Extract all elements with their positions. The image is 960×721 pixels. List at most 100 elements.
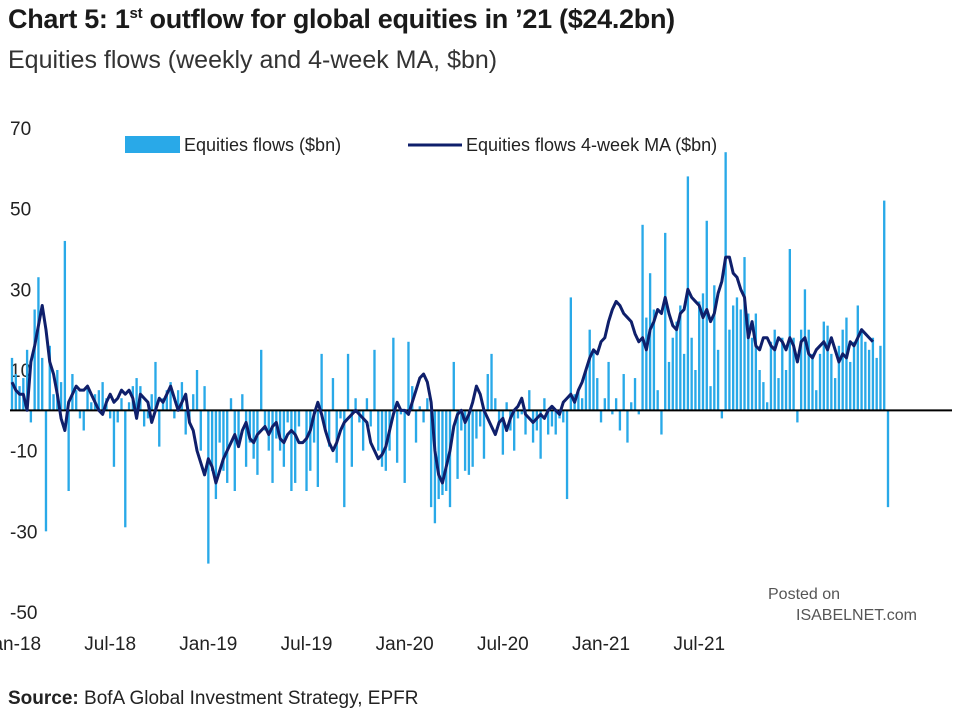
flow-bar xyxy=(622,374,625,411)
flow-bar xyxy=(161,398,165,411)
flow-bar xyxy=(716,349,720,411)
flow-bar xyxy=(48,345,51,411)
flow-bar xyxy=(513,410,516,451)
flow-bar xyxy=(324,410,327,431)
flow-bar xyxy=(614,398,618,411)
flow-bar xyxy=(679,305,682,411)
chart-subtitle: Equities flows (weekly and 4-week MA, $b… xyxy=(8,46,498,74)
flow-bar xyxy=(528,390,531,411)
flow-bar xyxy=(142,410,146,427)
flow-bar xyxy=(312,410,316,443)
y-tick-label: -10 xyxy=(10,442,37,463)
flow-bar xyxy=(380,410,384,467)
flow-bar xyxy=(252,410,255,459)
flow-bar xyxy=(618,410,622,431)
flow-bar xyxy=(584,370,588,411)
flow-bar xyxy=(78,410,82,419)
flow-bar xyxy=(637,410,640,415)
flow-bar xyxy=(698,301,701,411)
flow-bar xyxy=(788,249,791,411)
flow-bar xyxy=(218,410,221,443)
flow-bar xyxy=(867,349,871,411)
flow-bar xyxy=(120,398,123,411)
flow-bar xyxy=(316,410,320,487)
flow-bar xyxy=(694,370,697,411)
flow-bar xyxy=(811,353,814,411)
flow-bar xyxy=(792,337,795,411)
flow-bar xyxy=(883,200,886,411)
flow-bar xyxy=(210,410,214,471)
flow-bar xyxy=(343,410,346,508)
x-tick-label: Jan-21 xyxy=(572,634,630,655)
flow-bar xyxy=(762,382,765,411)
flow-bar xyxy=(41,357,44,411)
flow-bar xyxy=(169,382,172,411)
flow-bar xyxy=(460,410,463,431)
flow-bar xyxy=(29,410,33,423)
flow-bar xyxy=(543,398,546,411)
y-tick-label: 30 xyxy=(10,280,31,301)
flow-bar xyxy=(127,402,131,411)
flow-bar xyxy=(803,289,807,411)
flow-bar xyxy=(226,410,229,483)
flow-bar xyxy=(599,410,603,423)
flow-bar xyxy=(67,410,70,491)
flow-bar xyxy=(456,410,459,479)
flow-bar xyxy=(33,309,36,411)
flow-bar xyxy=(645,317,648,411)
flow-bar xyxy=(833,378,837,411)
flow-bar xyxy=(305,410,308,491)
flow-bar xyxy=(664,232,667,411)
flow-bar xyxy=(565,410,569,500)
flow-bar xyxy=(433,410,437,524)
flow-bar xyxy=(626,410,629,443)
flow-bar xyxy=(667,361,671,411)
flow-bar xyxy=(25,349,29,411)
legend-line-label: Equities flows 4-week MA ($bn) xyxy=(466,135,717,155)
flow-bar xyxy=(524,410,527,435)
flow-bar xyxy=(173,410,176,419)
x-tick-label: Jul-18 xyxy=(84,634,136,655)
flow-bar xyxy=(773,329,776,411)
flow-bar xyxy=(592,349,595,411)
flow-bar xyxy=(260,349,263,411)
flow-bar xyxy=(339,410,342,419)
flow-bar xyxy=(547,410,550,435)
flow-bar xyxy=(267,410,270,451)
flow-bar xyxy=(52,394,55,411)
flow-bar xyxy=(856,305,859,411)
flow-bar xyxy=(441,410,444,496)
flow-bar xyxy=(418,406,421,411)
flow-bar xyxy=(633,378,637,411)
flow-bar xyxy=(244,410,248,467)
flow-bar xyxy=(256,410,259,475)
flow-bar xyxy=(490,353,493,411)
flow-bar xyxy=(90,402,93,411)
flow-bar xyxy=(328,410,331,447)
x-tick-label: Jan-20 xyxy=(376,634,434,655)
flow-bar xyxy=(395,410,399,463)
flow-bar xyxy=(154,361,157,411)
flow-bar xyxy=(671,337,674,411)
flow-bar xyxy=(369,410,372,427)
flow-bar xyxy=(429,410,433,508)
flow-bar xyxy=(505,402,508,411)
flow-bar xyxy=(377,410,380,451)
flow-bar xyxy=(241,394,244,411)
flow-bar xyxy=(248,410,252,443)
flow-bar xyxy=(37,277,40,411)
flow-bar xyxy=(826,325,829,411)
flow-bar xyxy=(758,370,761,411)
y-tick-label: 70 xyxy=(10,119,31,140)
flow-bar xyxy=(682,353,686,411)
flow-bar xyxy=(422,410,425,423)
flow-bar xyxy=(75,390,78,411)
flow-bar xyxy=(709,386,712,411)
flow-bar xyxy=(580,398,584,411)
flow-bar xyxy=(739,309,742,411)
flow-bar xyxy=(871,337,875,411)
flow-bar xyxy=(233,410,236,491)
flow-bar xyxy=(603,398,606,411)
flow-bar xyxy=(399,410,403,415)
